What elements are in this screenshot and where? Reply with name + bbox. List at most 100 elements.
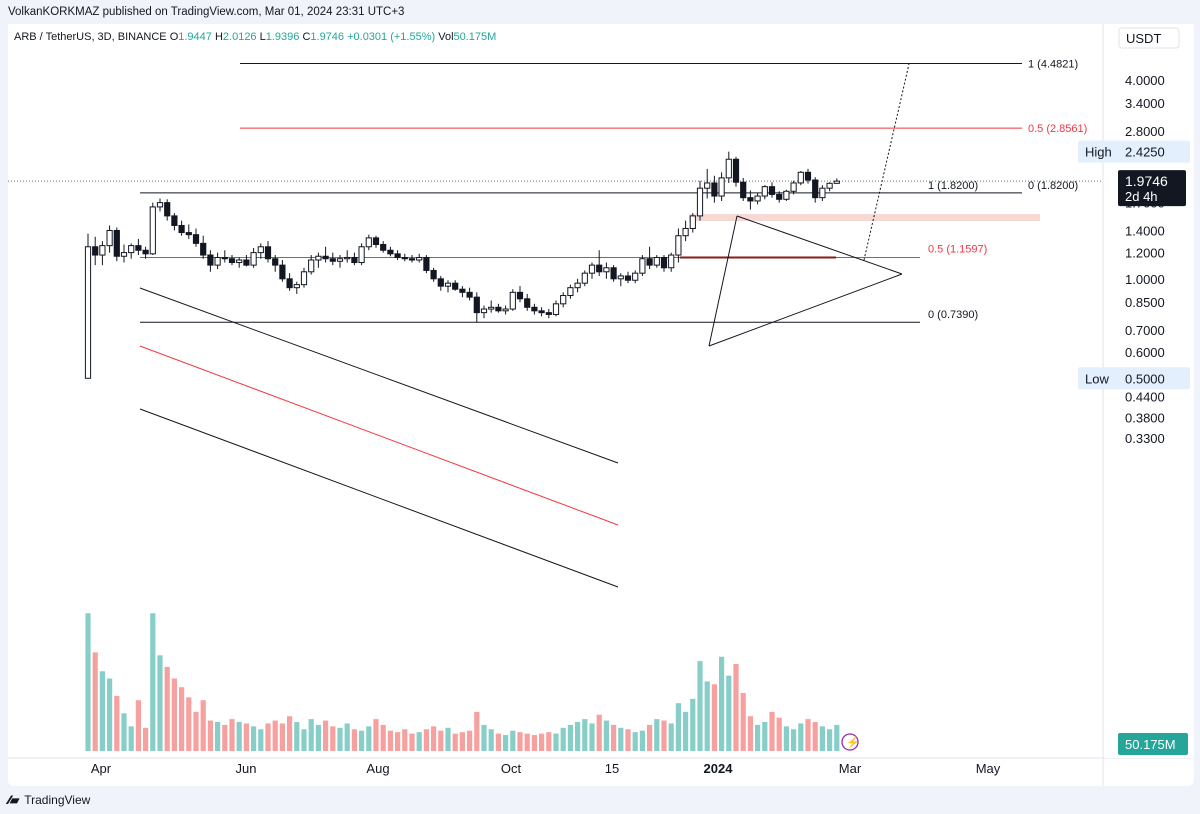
candle[interactable]: [833, 180, 840, 184]
candle[interactable]: [437, 278, 444, 287]
candle[interactable]: [754, 195, 761, 202]
candle[interactable]: [300, 271, 308, 286]
candle[interactable]: [452, 282, 459, 290]
candle[interactable]: [250, 252, 257, 266]
plot-area[interactable]: [8, 24, 1103, 758]
candle[interactable]: [142, 249, 149, 255]
candle[interactable]: [740, 181, 747, 199]
candle[interactable]: [480, 308, 488, 314]
candle[interactable]: [236, 259, 243, 264]
candle[interactable]: [293, 284, 300, 289]
candle[interactable]: [365, 237, 372, 248]
candle[interactable]: [185, 232, 192, 236]
candle[interactable]: [632, 272, 639, 281]
candle[interactable]: [488, 306, 495, 310]
triangle-upper-line[interactable]: [736, 215, 903, 275]
symbol-legend[interactable]: ARB / TetherUS, 3D, BINANCE O1.9447 H2.0…: [14, 31, 496, 43]
candle[interactable]: [214, 256, 221, 266]
candle[interactable]: [524, 298, 531, 308]
candle[interactable]: [711, 182, 718, 197]
candle[interactable]: [322, 255, 329, 260]
candle[interactable]: [459, 288, 466, 293]
resistance-zone[interactable]: [689, 214, 1040, 221]
chart-canvas[interactable]: ARB / TetherUS, 3D, BINANCE O1.9447 H2.0…: [8, 24, 1194, 786]
candle[interactable]: [380, 243, 387, 251]
candle[interactable]: [545, 312, 552, 315]
candle[interactable]: [128, 245, 135, 254]
candle[interactable]: [164, 202, 171, 217]
lightning-icon[interactable]: [841, 733, 859, 751]
candle[interactable]: [257, 246, 264, 254]
candle[interactable]: [761, 186, 768, 197]
candle[interactable]: [113, 230, 120, 257]
candle[interactable]: [639, 258, 646, 274]
candle[interactable]: [264, 246, 272, 260]
candle[interactable]: [344, 256, 351, 260]
candle[interactable]: [228, 258, 236, 264]
candle[interactable]: [387, 249, 394, 255]
candle[interactable]: [329, 258, 336, 262]
candle[interactable]: [92, 246, 99, 256]
candle[interactable]: [696, 187, 704, 217]
candle[interactable]: [668, 254, 675, 269]
candle[interactable]: [149, 206, 156, 255]
tradingview-logo-icon[interactable]: ⁄⁄▰: [8, 793, 19, 807]
candle[interactable]: [106, 230, 113, 247]
candle[interactable]: [358, 246, 365, 264]
candle[interactable]: [430, 269, 437, 280]
candle[interactable]: [84, 246, 92, 379]
channel-lower-line[interactable]: [139, 408, 619, 588]
candle[interactable]: [732, 158, 740, 183]
candle[interactable]: [783, 190, 790, 200]
candle[interactable]: [768, 186, 776, 195]
candle[interactable]: [336, 258, 344, 262]
channel-upper-line[interactable]: [139, 287, 619, 464]
candle[interactable]: [516, 291, 524, 300]
candle[interactable]: [819, 187, 826, 199]
candle[interactable]: [610, 267, 617, 280]
candle[interactable]: [560, 295, 567, 305]
candle[interactable]: [653, 256, 660, 266]
candle[interactable]: [351, 256, 358, 264]
candle[interactable]: [243, 259, 250, 266]
candle[interactable]: [826, 182, 833, 189]
candle[interactable]: [156, 202, 164, 208]
candle[interactable]: [531, 306, 538, 312]
candle[interactable]: [408, 258, 416, 261]
candle[interactable]: [812, 179, 819, 199]
candle[interactable]: [416, 256, 423, 261]
candle[interactable]: [718, 177, 725, 197]
candle[interactable]: [509, 291, 516, 310]
candle[interactable]: [682, 227, 689, 237]
chart-frame[interactable]: ARB / TetherUS, 3D, BINANCE O1.9447 H2.0…: [8, 24, 1194, 786]
candle[interactable]: [502, 308, 509, 312]
candle[interactable]: [596, 264, 603, 273]
candle[interactable]: [466, 291, 473, 298]
projection-dotted-line[interactable]: [863, 63, 910, 261]
candle[interactable]: [192, 234, 200, 244]
candle[interactable]: [394, 253, 401, 258]
candle[interactable]: [776, 193, 783, 200]
candle[interactable]: [444, 282, 452, 287]
candle[interactable]: [207, 254, 214, 266]
candle[interactable]: [473, 296, 480, 314]
candle[interactable]: [603, 267, 610, 273]
candle[interactable]: [401, 256, 408, 260]
candle[interactable]: [272, 258, 279, 266]
candle[interactable]: [581, 272, 588, 284]
candle[interactable]: [286, 278, 293, 289]
candle[interactable]: [747, 197, 754, 202]
candle[interactable]: [624, 275, 632, 281]
triangle-left-edge[interactable]: [708, 215, 738, 347]
candle[interactable]: [574, 282, 581, 289]
candle[interactable]: [315, 255, 322, 261]
currency-button[interactable]: [1118, 27, 1180, 49]
candle[interactable]: [178, 224, 185, 234]
candle[interactable]: [120, 252, 128, 257]
candle[interactable]: [423, 256, 430, 271]
candle[interactable]: [99, 245, 106, 256]
candle[interactable]: [725, 158, 732, 179]
candle[interactable]: [552, 303, 560, 315]
candle[interactable]: [797, 171, 804, 184]
candle[interactable]: [135, 245, 142, 251]
